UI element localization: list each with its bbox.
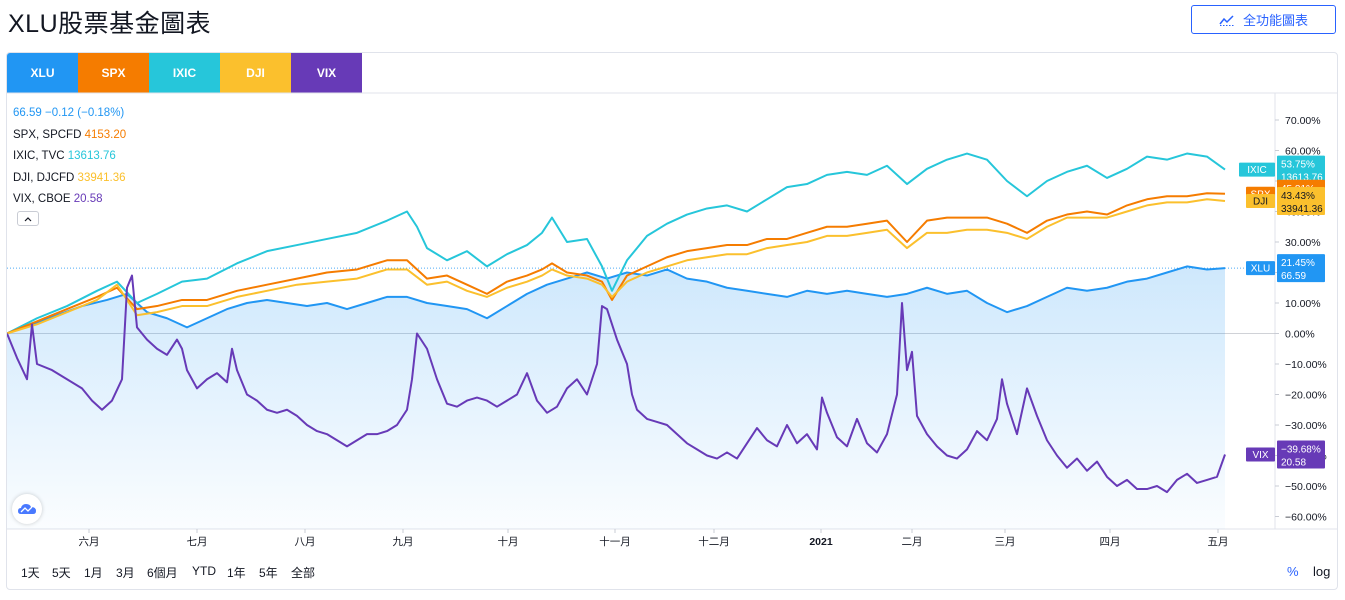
legend-vix: VIX, CBOE 20.58 (13, 189, 126, 211)
xlu-area-fill (7, 266, 1225, 529)
page-title: XLU股票基金圖表 (8, 10, 212, 38)
x-tick-label: 三月 (995, 536, 1016, 548)
last-name-label-vix: VIX (1252, 450, 1268, 461)
series-line-spx (7, 192, 1226, 335)
chart-canvas[interactable]: 70.00%60.00%50.00%40.00%30.00%20.00%10.0… (7, 53, 1337, 555)
legend-spx: SPX, SPCFD 4153.20 (13, 125, 126, 147)
y-tick-label: 0.00% (1285, 329, 1315, 341)
chart-line-icon (1219, 14, 1234, 26)
last-pct-label-vix: −39.68% (1281, 445, 1321, 456)
x-tick-label: 五月 (1208, 536, 1229, 548)
range-6m[interactable]: 6個月 (147, 566, 178, 580)
tab-dji[interactable]: DJI (220, 53, 291, 93)
legend-xlu: 66.59 −0.12 (−0.18%) (13, 103, 126, 125)
x-tick-label: 十一月 (599, 535, 631, 548)
y-tick-label: −10.00% (1285, 359, 1327, 371)
x-tick-label: 八月 (295, 536, 316, 548)
legend-dji-value: 33941.36 (77, 171, 126, 184)
x-tick-label: 2021 (809, 536, 833, 548)
range-3m[interactable]: 3月 (116, 566, 135, 580)
x-tick-label: 七月 (187, 536, 208, 548)
y-tick-label: 60.00% (1285, 146, 1321, 158)
last-value-label-ixic: 13613.76 (1281, 173, 1323, 184)
y-tick-label: −60.00% (1285, 512, 1327, 524)
series-line-xlu (7, 265, 1226, 335)
legend: 66.59 −0.12 (−0.18%) SPX, SPCFD 4153.20 … (13, 103, 126, 211)
series-line-vix (7, 274, 1226, 494)
legend-collapse-button[interactable] (17, 211, 39, 226)
legend-ixic-value: 13613.76 (67, 150, 116, 162)
log-scale-button[interactable]: log (1313, 564, 1331, 579)
range-all[interactable]: 全部 (291, 566, 316, 580)
cloud-logo-icon (18, 504, 36, 514)
legend-dji-name: DJI, DJCFD (13, 171, 75, 184)
y-tick-label: 30.00% (1285, 237, 1321, 249)
y-tick-label: 70.00% (1285, 115, 1321, 127)
last-value-label-dji: 33941.36 (1281, 204, 1323, 215)
last-pct-label-dji: 43.43% (1281, 191, 1315, 202)
x-tick-label: 十月 (498, 535, 519, 548)
y-tick-label: −50.00% (1285, 481, 1327, 493)
last-value-label-vix: 20.58 (1281, 458, 1306, 469)
last-pct-label-xlu: 21.45% (1281, 258, 1315, 269)
legend-vix-name: VIX, CBOE (13, 193, 71, 205)
range-1m[interactable]: 1月 (84, 566, 103, 580)
percent-scale-button[interactable]: % (1287, 564, 1299, 579)
tab-vix[interactable]: VIX (291, 53, 362, 93)
x-tick-label: 六月 (79, 536, 100, 548)
legend-vix-value: 20.58 (73, 193, 103, 205)
x-tick-label: 四月 (1100, 536, 1121, 548)
legend-spx-name: SPX, SPCFD (13, 128, 82, 141)
legend-xlu-value: 66.59 (13, 107, 42, 119)
last-value-box-ixic (1277, 155, 1325, 184)
full-chart-button[interactable]: 全功能圖表 (1191, 5, 1336, 34)
y-tick-label: −30.00% (1285, 420, 1327, 432)
series-line-ixic (7, 152, 1226, 335)
tradingview-logo[interactable] (12, 494, 42, 524)
last-name-tag-dji (1246, 194, 1275, 209)
range-5y[interactable]: 5年 (259, 566, 278, 580)
x-tick-label: 九月 (393, 536, 414, 548)
last-value-box-vix (1277, 440, 1325, 469)
full-chart-label: 全功能圖表 (1242, 13, 1308, 28)
legend-ixic: IXIC, TVC 13613.76 (13, 146, 126, 168)
range-ytd[interactable]: YTD (192, 564, 216, 578)
last-name-label-dji: DJI (1253, 197, 1268, 208)
last-name-label-ixic: IXIC (1247, 165, 1266, 176)
y-tick-label: 10.00% (1285, 298, 1321, 310)
tab-spx[interactable]: SPX (78, 53, 149, 93)
tab-xlu[interactable]: XLU (7, 53, 78, 93)
last-name-label-xlu: XLU (1251, 264, 1270, 275)
chevron-up-icon (24, 216, 32, 221)
range-1y[interactable]: 1年 (227, 566, 246, 580)
legend-dji: DJI, DJCFD 33941.36 (13, 168, 126, 190)
last-pct-label-ixic: 53.75% (1281, 160, 1315, 171)
y-tick-label: −20.00% (1285, 390, 1327, 402)
legend-xlu-change: −0.12 (−0.18%) (44, 107, 125, 119)
last-value-box-dji (1277, 187, 1325, 216)
legend-ixic-name: IXIC, TVC (13, 150, 65, 162)
chart-widget: XLU SPX IXIC DJI VIX 70.00%60.00%50.00%4… (6, 52, 1338, 590)
last-name-tag-xlu (1246, 261, 1275, 276)
range-5d[interactable]: 5天 (52, 566, 71, 580)
range-1d[interactable]: 1天 (21, 566, 40, 580)
series-line-dji (7, 198, 1226, 335)
tab-ixic[interactable]: IXIC (149, 53, 220, 93)
x-tick-label: 十二月 (698, 535, 730, 548)
bottom-toolbar: 1天 5天 1月 3月 6個月 YTD 1年 5年 全部 % log (7, 555, 1337, 589)
last-value-label-xlu: 66.59 (1281, 271, 1306, 282)
last-name-tag-ixic (1239, 162, 1275, 177)
legend-spx-value: 4153.20 (84, 128, 127, 141)
last-value-box-xlu (1277, 254, 1325, 283)
last-name-tag-vix (1246, 447, 1275, 462)
x-tick-label: 二月 (902, 536, 923, 548)
symbol-tabs: XLU SPX IXIC DJI VIX (7, 53, 362, 93)
